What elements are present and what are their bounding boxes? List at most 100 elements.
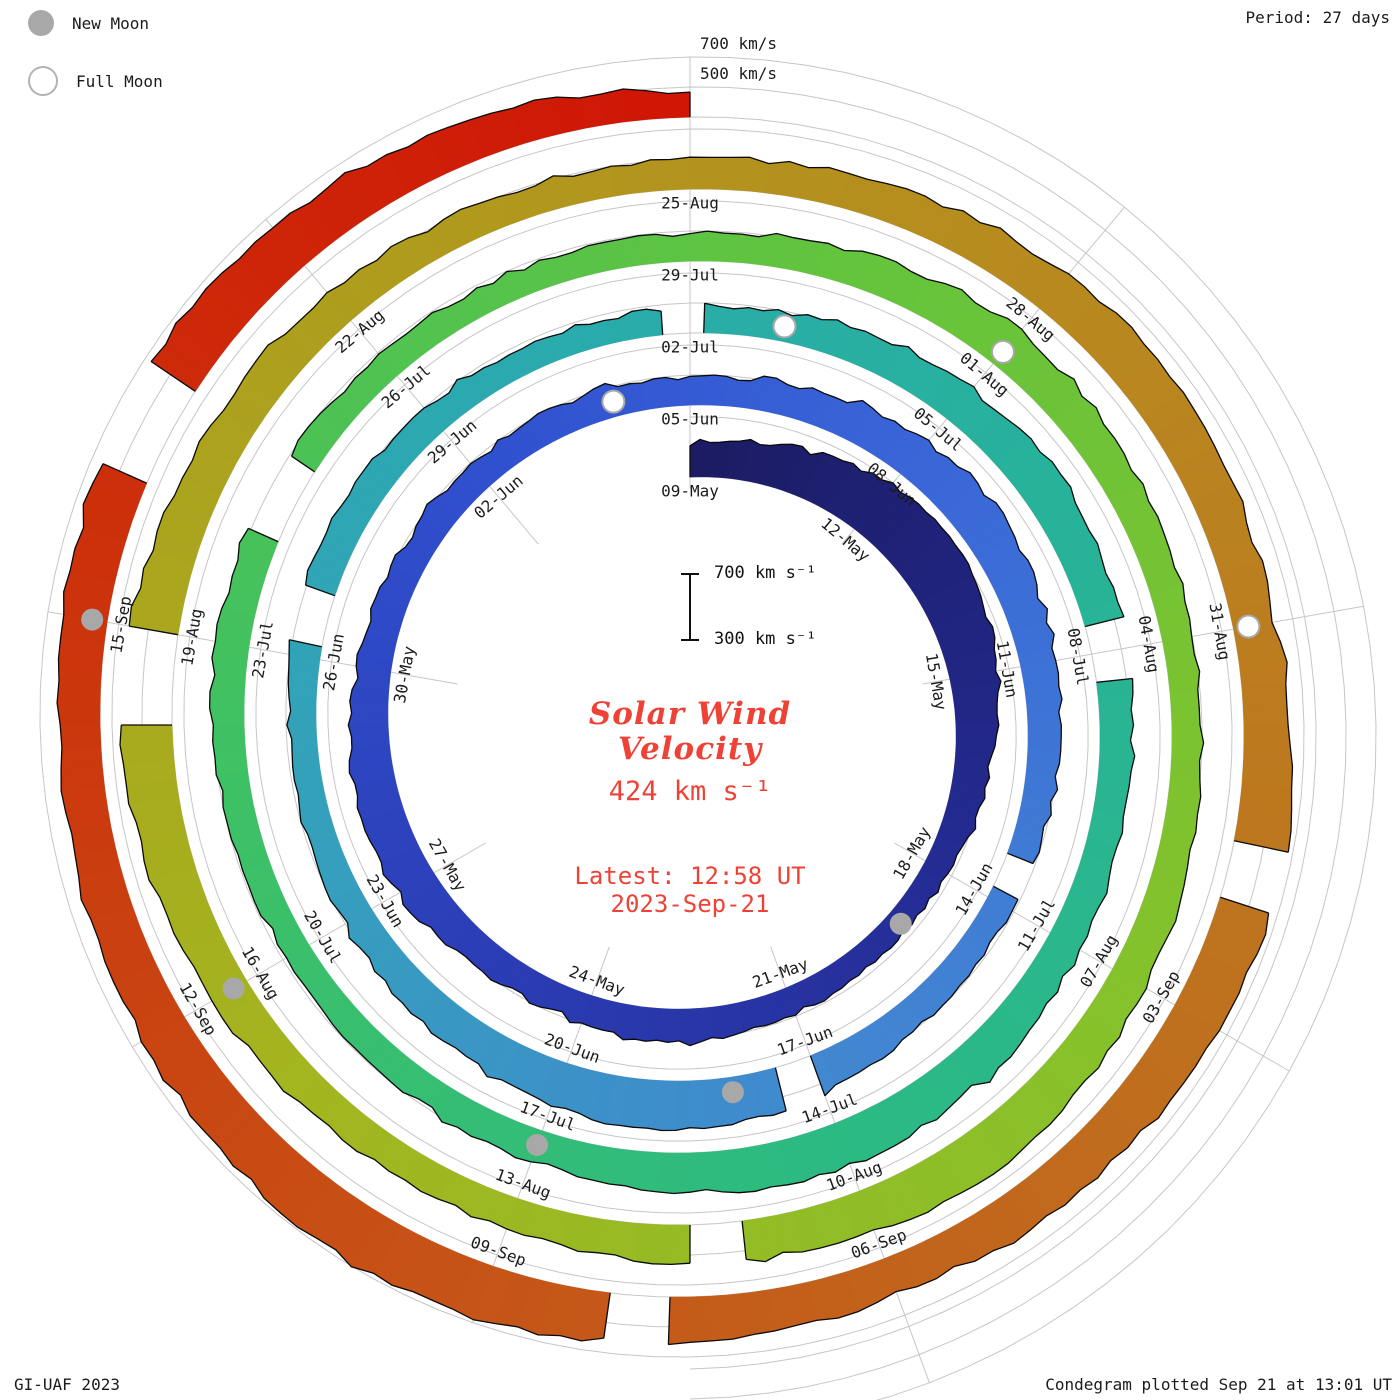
- date-tick-label: 29-Jul: [661, 266, 719, 285]
- velocity-fill-segment: [673, 1152, 691, 1194]
- date-tick-label: 25-Aug: [661, 194, 719, 213]
- velocity-fill-segment: [672, 233, 691, 263]
- velocity-fill-segment: [212, 724, 246, 743]
- velocity-fill-segment: [638, 234, 659, 266]
- velocity-fill-segment: [60, 745, 103, 770]
- segment-end-cap: [289, 639, 322, 648]
- period-label: Period: 27 days: [1245, 8, 1391, 27]
- credit-label: GI-UAF 2023: [14, 1375, 120, 1394]
- velocity-trace-outline: [704, 302, 1125, 618]
- velocity-trace-outline: [304, 308, 662, 586]
- velocity-fill-segment: [689, 375, 703, 406]
- segment-end-cap: [1084, 616, 1125, 628]
- bar-label-700: 700 km s⁻¹: [714, 563, 817, 583]
- plotted-timestamp: Condegram plotted Sep 21 at 13:01 UT: [1045, 1375, 1392, 1394]
- velocity-fill-segment: [56, 702, 101, 726]
- full-moon-marker: [991, 339, 1015, 364]
- full-moon-label: Full Moon: [76, 71, 163, 91]
- velocity-trace-outline: [668, 912, 1270, 1346]
- velocity-fill-segment: [1167, 671, 1200, 692]
- velocity-fill-segment: [651, 1224, 673, 1265]
- legend-full-moon: Full Moon: [28, 66, 163, 96]
- velocity-fill-segment: [1171, 741, 1205, 761]
- velocity-fill-segment: [1241, 682, 1288, 707]
- full-moon-marker: [601, 389, 626, 414]
- segment-end-cap: [667, 1297, 671, 1345]
- new-moon-marker: [222, 977, 245, 1000]
- velocity-fill-segment: [214, 755, 248, 776]
- gridline-spiral: [39, 56, 1377, 1400]
- segment-end-cap: [1007, 852, 1034, 865]
- velocity-fill-segment: [611, 165, 635, 197]
- velocity-fill-segment: [655, 234, 675, 264]
- segment-end-cap: [248, 527, 279, 543]
- velocity-fill-segment: [288, 696, 317, 713]
- velocity-fill-segment: [59, 724, 102, 748]
- velocity-fill-segment: [1099, 738, 1136, 757]
- velocity-fill-segment: [621, 235, 642, 268]
- moon-markers: [81, 314, 1261, 1156]
- velocity-fill-segment: [708, 157, 731, 190]
- velocity-fill-segment: [645, 90, 670, 120]
- velocity-fill-segment: [212, 740, 247, 759]
- full-moon-marker: [772, 314, 797, 339]
- latest-time-label: Latest: 12:58 UT: [574, 862, 806, 890]
- velocity-fill-segment: [1243, 743, 1293, 768]
- velocity-fill-segment: [657, 1152, 676, 1194]
- velocity-fill-segment: [645, 308, 664, 337]
- new-moon-marker: [81, 608, 104, 631]
- velocity-fill-segment: [286, 710, 317, 726]
- velocity-fill-segment: [119, 724, 174, 746]
- velocity-fill-segment: [727, 156, 751, 192]
- chart-title-line1: Solar Wind: [588, 696, 792, 732]
- velocity-fill-segment: [670, 1224, 691, 1265]
- new-moon-marker: [889, 912, 912, 935]
- velocity-fill-segment: [1171, 724, 1205, 744]
- velocity-fill-segment: [600, 88, 627, 125]
- velocity-fill-segment: [291, 750, 320, 768]
- segment-end-cap: [102, 463, 147, 484]
- segment-start-cap: [703, 303, 706, 333]
- segment-end-cap: [809, 1055, 826, 1097]
- segment-end-cap: [741, 1221, 747, 1260]
- velocity-spiral-band: [56, 88, 1294, 1346]
- segment-end-cap: [1234, 840, 1289, 853]
- velocity-fill-segment: [704, 1150, 723, 1193]
- velocity-trace-outline: [290, 230, 1205, 1263]
- full-moon-icon: [28, 66, 58, 96]
- velocity-fill-segment: [1099, 709, 1134, 726]
- date-tick-label: 08-Jul: [1064, 627, 1093, 687]
- segment-start-cap: [1096, 677, 1133, 683]
- velocity-fill-segment: [678, 1008, 691, 1047]
- gridline-spoke: [894, 842, 1290, 1072]
- velocity-fill-segment: [669, 156, 691, 191]
- velocity-fill-segment: [689, 1008, 702, 1047]
- outer-scale-700: 700 km/s: [700, 34, 778, 53]
- segment-start-cap: [150, 360, 196, 392]
- new-moon-marker: [526, 1134, 549, 1156]
- velocity-fill-segment: [675, 1080, 691, 1131]
- velocity-trace-outline: [56, 463, 604, 1342]
- gridline-spoke: [265, 219, 539, 545]
- velocity-fill-segment: [1169, 689, 1200, 709]
- segment-start-cap: [129, 625, 179, 636]
- velocity-fill-segment: [668, 1296, 691, 1345]
- legend-new-moon: New Moon: [28, 10, 149, 36]
- velocity-trace-outline: [150, 88, 691, 362]
- velocity-fill-segment: [689, 1295, 712, 1343]
- date-tick-label: 09-May: [661, 482, 719, 501]
- segment-start-cap: [291, 455, 315, 473]
- velocity-fill-segment: [1242, 703, 1289, 726]
- new-moon-marker: [721, 1081, 744, 1104]
- velocity-fill-segment: [1170, 706, 1201, 726]
- date-tick-label: 02-Jul: [661, 338, 719, 357]
- velocity-fill-segment: [209, 707, 245, 726]
- new-moon-icon: [28, 10, 54, 36]
- segment-end-cap: [660, 311, 664, 335]
- segment-start-cap: [774, 1067, 787, 1112]
- velocity-fill-segment: [689, 230, 708, 262]
- velocity-fill-segment: [209, 691, 245, 710]
- segment-start-cap: [603, 1292, 611, 1339]
- velocity-fill-segment: [1099, 724, 1134, 741]
